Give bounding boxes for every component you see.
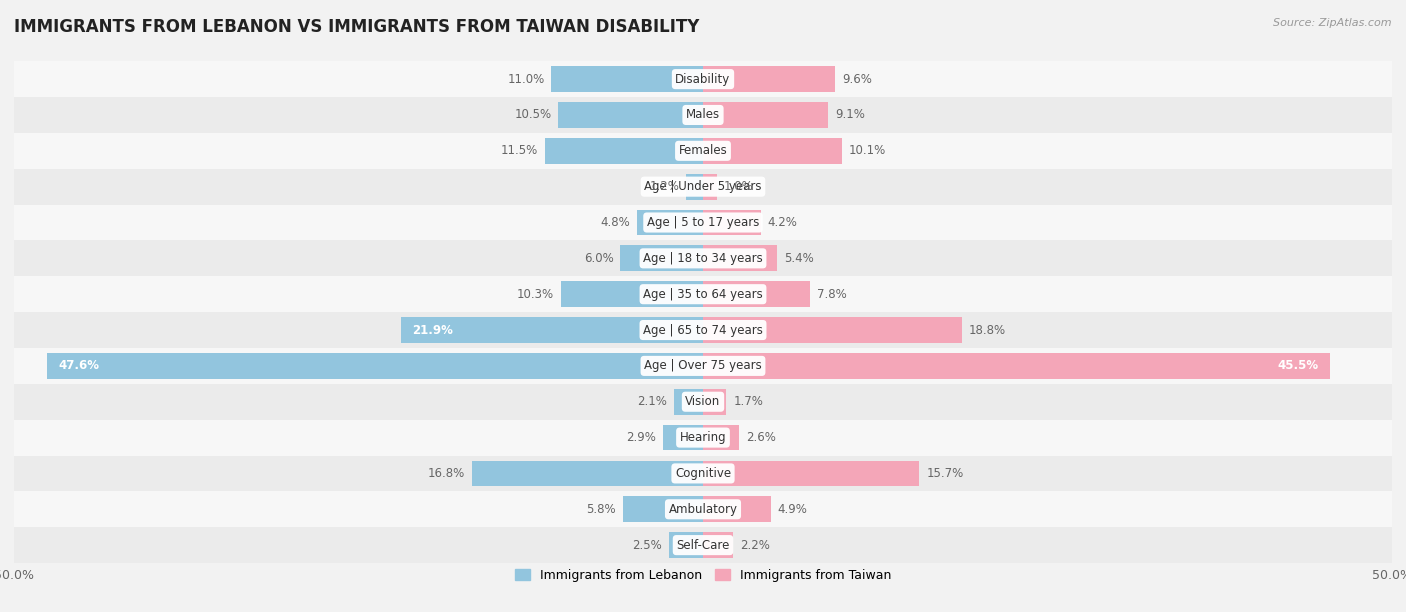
- Bar: [703, 174, 717, 200]
- Text: 2.5%: 2.5%: [631, 539, 662, 551]
- Bar: [544, 138, 703, 164]
- Text: 11.0%: 11.0%: [508, 73, 544, 86]
- Text: 18.8%: 18.8%: [969, 324, 1007, 337]
- Text: 9.6%: 9.6%: [842, 73, 872, 86]
- Bar: [551, 66, 703, 92]
- Text: 2.1%: 2.1%: [637, 395, 668, 408]
- Text: 7.8%: 7.8%: [817, 288, 846, 300]
- Text: 4.8%: 4.8%: [600, 216, 630, 229]
- Text: 4.2%: 4.2%: [768, 216, 797, 229]
- Text: 6.0%: 6.0%: [583, 252, 613, 265]
- Bar: [561, 282, 703, 307]
- Text: Hearing: Hearing: [679, 431, 727, 444]
- Bar: [48, 353, 703, 379]
- Text: 10.1%: 10.1%: [849, 144, 886, 157]
- Bar: [637, 209, 703, 236]
- Bar: [14, 204, 1392, 241]
- Bar: [703, 389, 727, 415]
- Text: 1.2%: 1.2%: [650, 180, 679, 193]
- Text: Self-Care: Self-Care: [676, 539, 730, 551]
- Text: Disability: Disability: [675, 73, 731, 86]
- Bar: [703, 282, 810, 307]
- Text: Age | 65 to 74 years: Age | 65 to 74 years: [643, 324, 763, 337]
- Text: 10.5%: 10.5%: [515, 108, 551, 121]
- Text: Vision: Vision: [685, 395, 721, 408]
- Legend: Immigrants from Lebanon, Immigrants from Taiwan: Immigrants from Lebanon, Immigrants from…: [510, 564, 896, 587]
- Bar: [623, 496, 703, 522]
- Text: 1.0%: 1.0%: [724, 180, 754, 193]
- Bar: [703, 317, 962, 343]
- Text: Males: Males: [686, 108, 720, 121]
- Bar: [703, 102, 828, 128]
- Bar: [14, 384, 1392, 420]
- Text: 15.7%: 15.7%: [927, 467, 963, 480]
- Text: Cognitive: Cognitive: [675, 467, 731, 480]
- Text: Age | 35 to 64 years: Age | 35 to 64 years: [643, 288, 763, 300]
- Bar: [703, 245, 778, 271]
- Text: 16.8%: 16.8%: [427, 467, 464, 480]
- Bar: [14, 169, 1392, 204]
- Bar: [703, 425, 738, 450]
- Text: 2.6%: 2.6%: [745, 431, 776, 444]
- Bar: [686, 174, 703, 200]
- Text: Age | 18 to 34 years: Age | 18 to 34 years: [643, 252, 763, 265]
- Text: Females: Females: [679, 144, 727, 157]
- Text: Ambulatory: Ambulatory: [668, 503, 738, 516]
- Text: 2.2%: 2.2%: [740, 539, 770, 551]
- Text: Age | 5 to 17 years: Age | 5 to 17 years: [647, 216, 759, 229]
- Bar: [669, 532, 703, 558]
- Bar: [14, 420, 1392, 455]
- Text: 1.7%: 1.7%: [734, 395, 763, 408]
- Bar: [14, 312, 1392, 348]
- Text: Age | Over 75 years: Age | Over 75 years: [644, 359, 762, 372]
- Bar: [703, 532, 734, 558]
- Text: Age | Under 5 years: Age | Under 5 years: [644, 180, 762, 193]
- Bar: [471, 460, 703, 487]
- Bar: [14, 491, 1392, 527]
- Text: 4.9%: 4.9%: [778, 503, 807, 516]
- Text: 2.9%: 2.9%: [626, 431, 657, 444]
- Bar: [673, 389, 703, 415]
- Bar: [14, 61, 1392, 97]
- Text: 9.1%: 9.1%: [835, 108, 865, 121]
- Text: 5.8%: 5.8%: [586, 503, 616, 516]
- Text: 45.5%: 45.5%: [1278, 359, 1319, 372]
- Text: 11.5%: 11.5%: [501, 144, 537, 157]
- Text: 47.6%: 47.6%: [58, 359, 100, 372]
- Bar: [703, 353, 1330, 379]
- Bar: [401, 317, 703, 343]
- Bar: [14, 527, 1392, 563]
- Bar: [14, 348, 1392, 384]
- Text: 5.4%: 5.4%: [785, 252, 814, 265]
- Bar: [14, 241, 1392, 276]
- Text: 10.3%: 10.3%: [517, 288, 554, 300]
- Bar: [703, 209, 761, 236]
- Bar: [14, 455, 1392, 491]
- Text: 21.9%: 21.9%: [412, 324, 453, 337]
- Text: IMMIGRANTS FROM LEBANON VS IMMIGRANTS FROM TAIWAN DISABILITY: IMMIGRANTS FROM LEBANON VS IMMIGRANTS FR…: [14, 18, 699, 36]
- Bar: [703, 66, 835, 92]
- Text: Source: ZipAtlas.com: Source: ZipAtlas.com: [1274, 18, 1392, 28]
- Bar: [664, 425, 703, 450]
- Bar: [703, 138, 842, 164]
- Bar: [558, 102, 703, 128]
- Bar: [14, 276, 1392, 312]
- Bar: [14, 133, 1392, 169]
- Bar: [703, 496, 770, 522]
- Bar: [703, 460, 920, 487]
- Bar: [620, 245, 703, 271]
- Bar: [14, 97, 1392, 133]
